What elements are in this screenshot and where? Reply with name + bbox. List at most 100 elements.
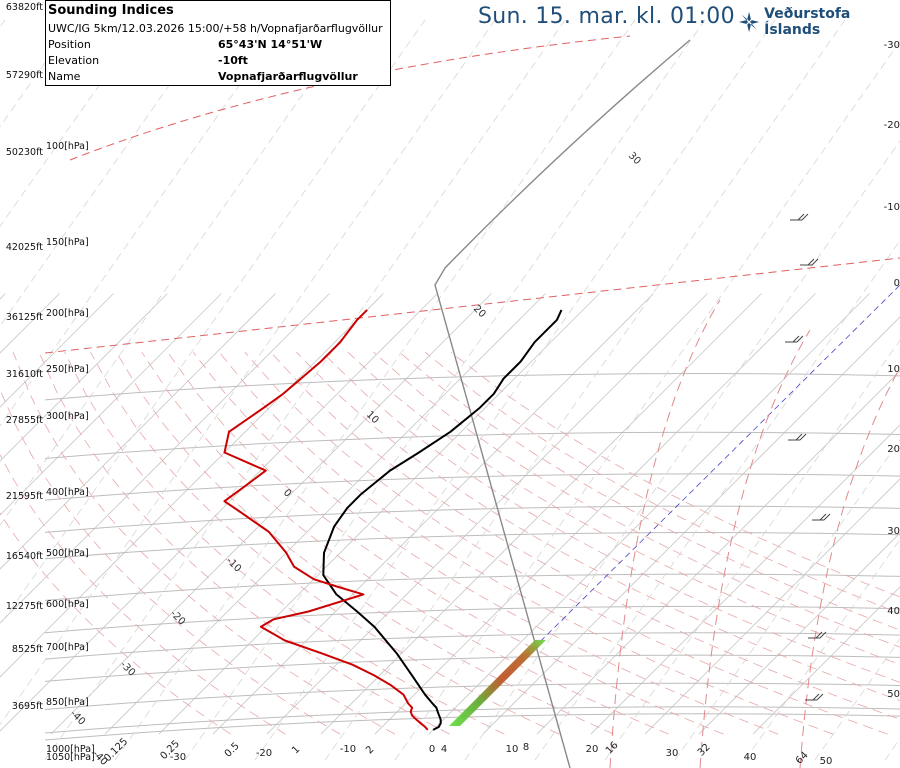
height-label: 16540ft bbox=[6, 551, 43, 562]
pressure-label: 200[hPa] bbox=[46, 308, 89, 319]
saturation-curve bbox=[799, 366, 900, 768]
mixing-line bbox=[0, 19, 496, 726]
wind-barb-icon bbox=[790, 213, 809, 221]
isotherm-line bbox=[212, 293, 654, 735]
right-tick-label: 0 bbox=[894, 278, 900, 289]
bottom-tick-label: -30 bbox=[170, 752, 186, 763]
right-tick-label: -30 bbox=[884, 40, 900, 51]
pressure-label: 100[hPa] bbox=[46, 141, 89, 152]
grid-layer bbox=[0, 19, 900, 768]
dry-adiabat bbox=[450, 351, 900, 598]
bottom-tick-label: 32 bbox=[696, 742, 713, 759]
pressure-label: 300[hPa] bbox=[46, 411, 89, 422]
right-tick-label: -20 bbox=[884, 120, 900, 131]
isotherm-line bbox=[0, 293, 276, 570]
isotherm-line bbox=[374, 293, 816, 735]
wind-barb-icon bbox=[808, 631, 827, 639]
dry-adiabat bbox=[0, 512, 231, 735]
mixing-line bbox=[44, 19, 566, 761]
isobar-line bbox=[44, 532, 900, 560]
pressure-label: 700[hPa] bbox=[46, 642, 89, 653]
mixing-line bbox=[674, 439, 900, 761]
isotherm-line bbox=[50, 293, 492, 735]
isotherm-line bbox=[0, 293, 330, 624]
pressure-axis: 100[hPa]50230ft150[hPa]42025ft200[hPa]36… bbox=[6, 2, 95, 763]
info-row-elevation: Elevation bbox=[48, 53, 99, 69]
right-axis: -30 -20 -10 0 10 20 30 40 50 bbox=[884, 40, 900, 700]
wind-barb-icon bbox=[785, 335, 804, 343]
isobar-line bbox=[44, 431, 900, 459]
isotherm-line bbox=[320, 293, 762, 735]
isobar-line bbox=[44, 706, 900, 734]
wind-barb-icon bbox=[800, 258, 819, 266]
isotherm-line bbox=[698, 532, 900, 735]
height-label: 31610ft bbox=[6, 369, 43, 380]
dry-adiabat bbox=[399, 351, 900, 631]
right-tick-label: 30 bbox=[887, 526, 900, 537]
height-label: 27855ft bbox=[6, 415, 43, 426]
isotherm-label: -40 bbox=[68, 708, 87, 727]
bottom-tick-label: 1 bbox=[290, 744, 302, 756]
height-label: 63820ft bbox=[6, 2, 43, 13]
dry-adiabat bbox=[347, 351, 900, 666]
isobar-line bbox=[44, 632, 900, 660]
isotherm-line bbox=[482, 316, 900, 735]
dry-adiabat bbox=[90, 352, 560, 735]
isotherm-line bbox=[644, 478, 900, 735]
isotherm-line bbox=[0, 293, 438, 732]
bottom-tick-label: 16 bbox=[604, 740, 621, 757]
temperature-line bbox=[322, 309, 563, 731]
snowflake-logo-icon bbox=[738, 11, 760, 33]
isotherm-label: 30 bbox=[626, 150, 643, 167]
isotherm-label: -20 bbox=[168, 608, 187, 627]
dry-adiabat bbox=[193, 351, 779, 735]
bottom-tick-label: -20 bbox=[256, 748, 272, 759]
dry-adiabat bbox=[321, 351, 900, 683]
dry-adiabat bbox=[218, 351, 834, 735]
isotherm-line bbox=[0, 293, 384, 678]
mixing-line bbox=[744, 538, 900, 761]
pressure-label: 850[hPa] bbox=[46, 697, 89, 708]
pressure-label: 1050[hPa] bbox=[46, 752, 95, 763]
info-row-name: Name bbox=[48, 69, 80, 85]
bottom-tick-label: -10 bbox=[340, 744, 356, 755]
isotherm-label: 0 bbox=[281, 487, 293, 499]
bottom-tick-label: 20 bbox=[586, 744, 599, 755]
wind-barb-icon bbox=[805, 693, 824, 701]
saturation-curve bbox=[609, 299, 721, 768]
height-label: 36125ft bbox=[6, 312, 43, 323]
mixing-line bbox=[114, 19, 636, 761]
info-value-name: Vopnafjarðarflugvöllur bbox=[218, 70, 358, 83]
series-layer bbox=[223, 309, 563, 731]
isobar-line bbox=[44, 713, 900, 741]
brand-name: Veðurstofa Íslands bbox=[764, 6, 851, 38]
right-tick-label: 10 bbox=[887, 364, 900, 375]
parcel-band bbox=[449, 640, 546, 726]
dry-adiabat bbox=[64, 352, 505, 735]
saturation-curve bbox=[699, 329, 811, 768]
height-label: 42025ft bbox=[6, 242, 43, 253]
isobar-line bbox=[44, 473, 900, 501]
isobar-line bbox=[44, 573, 900, 601]
mixing-line bbox=[814, 638, 900, 761]
bottom-tick-label: 10 bbox=[506, 744, 519, 755]
right-tick-label: -10 bbox=[884, 202, 900, 213]
dry-adiabat bbox=[141, 351, 669, 735]
valid-time: Sun. 15. mar. kl. 01:00 bbox=[478, 4, 735, 29]
info-label: Elevation bbox=[48, 54, 100, 67]
dry-adiabat bbox=[270, 351, 900, 720]
mixing-line bbox=[0, 19, 6, 28]
bottom-tick-label: 0.125 bbox=[102, 736, 130, 764]
isotherm-label: 10 bbox=[364, 409, 381, 426]
dry-adiabat bbox=[12, 352, 396, 735]
pressure-label: 600[hPa] bbox=[46, 599, 89, 610]
isobar-line bbox=[44, 505, 900, 533]
height-label: 21595ft bbox=[6, 491, 43, 502]
mixing-line bbox=[604, 339, 900, 761]
info-run: UWC/IG 5km/12.03.2026 15:00/+58 h/Vopnaf… bbox=[48, 22, 383, 35]
sounding-info-box: Sounding Indices UWC/IG 5km/12.03.2026 1… bbox=[45, 0, 391, 86]
isotherm-line bbox=[0, 293, 168, 462]
bottom-tick-label: 0 bbox=[429, 744, 435, 755]
bottom-tick-label: 4 bbox=[441, 744, 447, 755]
tropopause-ref-line bbox=[44, 257, 900, 354]
